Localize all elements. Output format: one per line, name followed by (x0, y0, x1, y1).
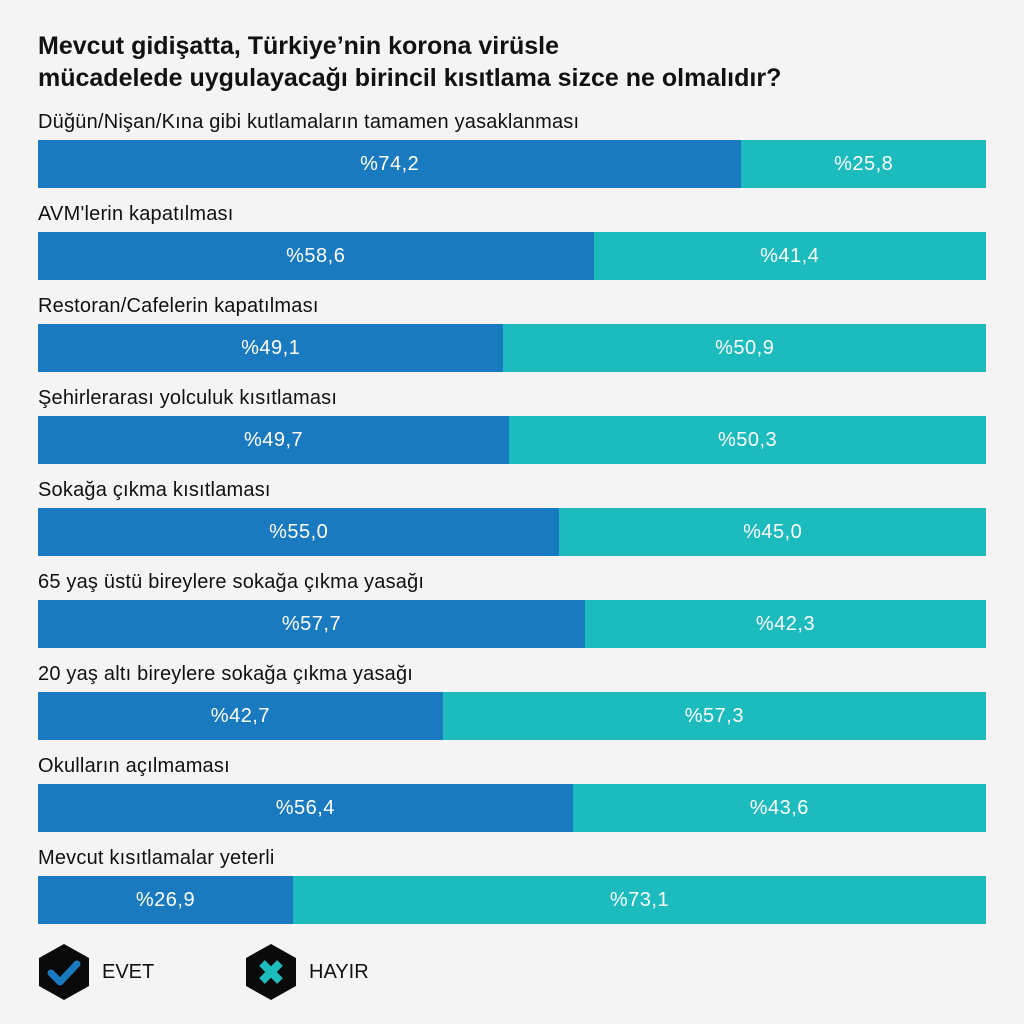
bar-segment-hayir: %25,8 (741, 140, 986, 188)
data-label: %55,0 (269, 520, 329, 543)
title-line: Mevcut gidişatta, Türkiye’nin korona vir… (38, 32, 559, 60)
data-label: %45,0 (743, 520, 803, 543)
bar-row: 20 yaş altı bireylere sokağa çıkma yasağ… (38, 662, 986, 740)
bar-segment-hayir: %42,3 (584, 600, 986, 648)
bar-segment-evet: %57,7 (38, 600, 585, 648)
bar-segment-evet: %74,2 (38, 140, 742, 188)
category-label: Mevcut kısıtlamalar yeterli (38, 847, 275, 869)
category-label: Okulların açılmaması (38, 755, 230, 777)
stacked-bar: %42,7 %57,3 (38, 692, 986, 740)
data-label: %41,4 (760, 244, 820, 267)
bar-segment-hayir: %41,4 (593, 232, 986, 280)
bar-segment-evet: %26,9 (38, 876, 293, 924)
category-label: 20 yaş altı bireylere sokağa çıkma yasağ… (38, 663, 414, 685)
stacked-bar: %56,4 %43,6 (38, 784, 986, 832)
bar-segment-hayir: %50,3 (509, 416, 986, 464)
data-label: %49,7 (243, 428, 304, 451)
bar-row: Düğün/Nişan/Kına gibi kutlamaların tamam… (38, 110, 986, 188)
bar-segment-hayir: %73,1 (293, 876, 986, 924)
bar-segment-hayir: %45,0 (559, 508, 986, 556)
stacked-bar: %49,1 %50,9 (38, 324, 986, 372)
data-label: %57,7 (281, 612, 342, 635)
stacked-bar: %57,7 %42,3 (38, 600, 986, 648)
legend-evet: EVET (38, 943, 154, 1001)
bar-row: AVM'lerin kapatılması %58,6 %41,4 (38, 202, 986, 280)
category-label: Şehirlerarası yolculuk kısıtlaması (38, 387, 338, 409)
bar-row: Şehirlerarası yolculuk kısıtlaması %49,7%… (38, 386, 986, 464)
bar-row: Okulların açılmaması %56,4 %43,6 (38, 754, 986, 832)
data-label: %42,7 (210, 704, 270, 727)
bar-row: 65 yaş üstü bireylere sokağa çıkma yasağ… (38, 570, 986, 648)
stacked-bar: %55,0 %45,0 (38, 508, 986, 556)
legend-label: HAYIR (309, 960, 369, 983)
bar-segment-evet: %49,7 (38, 416, 510, 464)
bar-segment-hayir: %43,6 (572, 784, 986, 832)
data-label: %58,6 (286, 244, 346, 267)
bar-segment-hayir: %57,3 (442, 692, 986, 740)
category-label: 65 yaş üstü bireylere sokağa çıkma yasağ… (38, 571, 425, 593)
category-label: Sokağa çıkma kısıtlaması (38, 479, 271, 501)
legend-label: EVET (102, 960, 155, 983)
data-label: %50,3 (717, 428, 778, 451)
bar-segment-evet: %42,7 (38, 692, 443, 740)
data-label: %74,2 (360, 152, 420, 175)
data-label: %49,1 (241, 336, 301, 359)
title-line: mücadelede uygulayacağı birincil kısıtla… (38, 64, 782, 92)
bar-segment-evet: %56,4 (38, 784, 573, 832)
data-label: %56,4 (275, 796, 335, 819)
bar-segment-evet: %49,1 (38, 324, 504, 372)
category-label: Düğün/Nişan/Kına gibi kutlamaların tamam… (38, 111, 580, 133)
chart-title: Mevcut gidişatta, Türkiye’nin korona vir… (38, 30, 781, 94)
category-label: AVM'lerin kapatılması (38, 203, 234, 225)
data-label: %50,9 (715, 336, 775, 359)
data-label: %73,1 (609, 888, 670, 911)
bar-row: Mevcut kısıtlamalar yeterli %26,9 %73,1 (38, 846, 986, 924)
bar-segment-evet: %58,6 (38, 232, 594, 280)
data-label: %26,9 (135, 888, 196, 911)
data-label: %57,3 (684, 704, 744, 727)
check-icon (39, 944, 89, 1000)
legend-hayir: HAYIR (245, 943, 369, 1001)
bar-segment-hayir: %50,9 (503, 324, 986, 372)
x-icon (246, 944, 296, 1000)
stacked-bar: %49,7 %50,3 (38, 416, 986, 464)
stacked-bar: %58,6 %41,4 (38, 232, 986, 280)
stacked-bar: %74,2 %25,8 (38, 140, 986, 188)
data-label: %42,3 (755, 612, 816, 635)
stacked-bar: %26,9 %73,1 (38, 876, 986, 924)
data-label: %43,6 (749, 796, 809, 819)
bar-segment-evet: %55,0 (38, 508, 560, 556)
bar-row: Restoran/Cafelerin kapatılması %49,1 %50,9 (38, 294, 986, 372)
data-label: %25,8 (834, 152, 894, 175)
category-label: Restoran/Cafelerin kapatılması (38, 295, 319, 317)
bar-row: Sokağa çıkma kısıtlaması %55,0 %45,0 (38, 478, 986, 556)
